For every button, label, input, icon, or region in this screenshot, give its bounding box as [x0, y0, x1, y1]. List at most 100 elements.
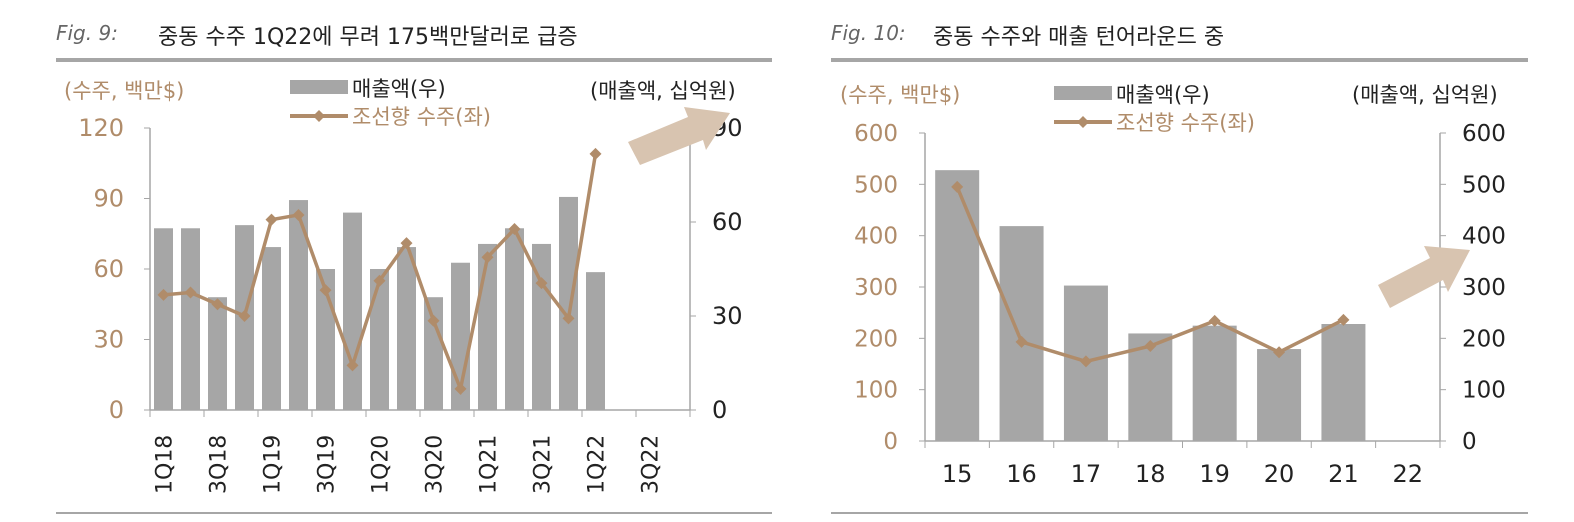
x-tick-label: 20 [1264, 460, 1295, 488]
line-point [535, 277, 548, 290]
bar [208, 297, 227, 410]
right-tick-label: 500 [1462, 172, 1506, 198]
bar [1257, 349, 1302, 441]
x-tick-label: 1Q20 [369, 435, 394, 494]
line-point [481, 251, 494, 264]
x-tick-label: 17 [1071, 460, 1102, 488]
fig9-top-rule [56, 58, 772, 62]
fig9-legend-line-label: 조선향 수주(좌) [352, 105, 491, 129]
left-tick-label: 600 [854, 121, 898, 147]
bar [343, 212, 362, 410]
line-point [508, 223, 521, 236]
right-tick-label: 0 [1462, 429, 1477, 455]
right-tick-label: 0 [712, 396, 727, 424]
x-tick-label: 1Q18 [153, 435, 178, 494]
line-point [373, 274, 386, 287]
x-tick-label: 1Q21 [477, 435, 502, 494]
right-tick-label: 300 [1462, 275, 1506, 301]
right-tick-label: 400 [1462, 224, 1506, 250]
fig9-bottom-rule [56, 512, 772, 514]
x-tick-label: 3Q22 [639, 435, 664, 494]
line-point [346, 359, 359, 372]
fig10-right-axis-unit: (매출액, 십억원) [1352, 83, 1498, 107]
line-point [292, 208, 305, 221]
left-tick-label: 0 [883, 429, 898, 455]
bar [1192, 325, 1237, 441]
line-point [265, 213, 278, 226]
left-tick-label: 500 [854, 172, 898, 198]
right-tick-label: 600 [1462, 121, 1506, 147]
bar [370, 269, 389, 410]
x-tick-label: 1Q22 [585, 435, 610, 494]
x-tick-label: 19 [1199, 460, 1230, 488]
left-tick-label: 0 [109, 396, 124, 424]
x-tick-label: 16 [1006, 460, 1037, 488]
line-point [238, 310, 251, 322]
fig10-label: Fig. 10: [831, 21, 906, 45]
bar [154, 228, 173, 410]
line-point [562, 312, 575, 325]
fig9-title: 중동 수주 1Q22에 무려 175백만달러로 급증 [158, 25, 578, 50]
fig9-legend-bar-swatch [290, 80, 348, 94]
line-point [400, 237, 413, 250]
line-point [1144, 340, 1157, 353]
bar [262, 247, 281, 410]
right-tick-label: 200 [1462, 326, 1506, 352]
fig9-legend-bar-label: 매출액(우) [352, 77, 446, 101]
bar [935, 170, 980, 441]
left-tick-label: 120 [78, 114, 124, 142]
line-point [1337, 313, 1350, 326]
line-point [157, 288, 170, 301]
bar [1321, 324, 1366, 441]
bar [289, 200, 308, 410]
x-tick-label: 1Q19 [261, 435, 286, 494]
bar [181, 228, 200, 410]
line-point [589, 147, 602, 160]
bar [559, 196, 578, 410]
fig9-legend-line-marker [313, 110, 325, 122]
line-point [1015, 335, 1028, 348]
fig10-legend-bar-swatch [1054, 86, 1112, 100]
bar [532, 243, 551, 410]
line-point [1079, 355, 1092, 368]
fig10-legend-bar-label: 매출액(우) [1116, 83, 1210, 107]
x-tick-label: 3Q20 [423, 435, 448, 494]
fig10-left-axis-unit: (수주, 백만$) [840, 83, 960, 107]
x-tick-label: 18 [1135, 460, 1166, 488]
fig9-right-axis-unit: (매출액, 십억원) [590, 79, 736, 103]
line-point [427, 314, 440, 327]
right-tick-label: 30 [712, 302, 743, 330]
x-tick-label: 3Q19 [315, 435, 340, 494]
left-tick-label: 300 [854, 275, 898, 301]
bar [397, 247, 416, 410]
fig10-bottom-rule [831, 512, 1528, 514]
bar [505, 228, 524, 410]
line-point [1208, 314, 1221, 327]
x-tick-label: 21 [1328, 460, 1359, 488]
left-tick-label: 100 [854, 378, 898, 404]
fig10-up-arrow [1378, 246, 1470, 308]
fig9-left-axis-unit: (수주, 백만$) [64, 79, 184, 103]
line-point [454, 382, 467, 395]
x-tick-label: 22 [1393, 460, 1424, 488]
fig9-label: Fig. 9: [56, 21, 118, 45]
left-tick-label: 30 [93, 326, 124, 354]
fig10-legend-line-marker [1077, 116, 1089, 128]
right-tick-label: 60 [712, 208, 743, 236]
fig10-top-rule [831, 58, 1528, 62]
bar [424, 297, 443, 410]
left-tick-label: 90 [93, 185, 124, 213]
bar [999, 226, 1044, 441]
line-point [211, 298, 224, 311]
x-tick-label: 15 [942, 460, 973, 488]
fig9-up-arrow [628, 107, 730, 165]
left-tick-label: 200 [854, 326, 898, 352]
line-point [319, 284, 332, 297]
left-tick-label: 400 [854, 224, 898, 250]
x-tick-label: 3Q21 [531, 435, 556, 494]
x-tick-label: 3Q18 [207, 435, 232, 494]
line-point [1273, 346, 1286, 359]
line-point [951, 180, 964, 193]
